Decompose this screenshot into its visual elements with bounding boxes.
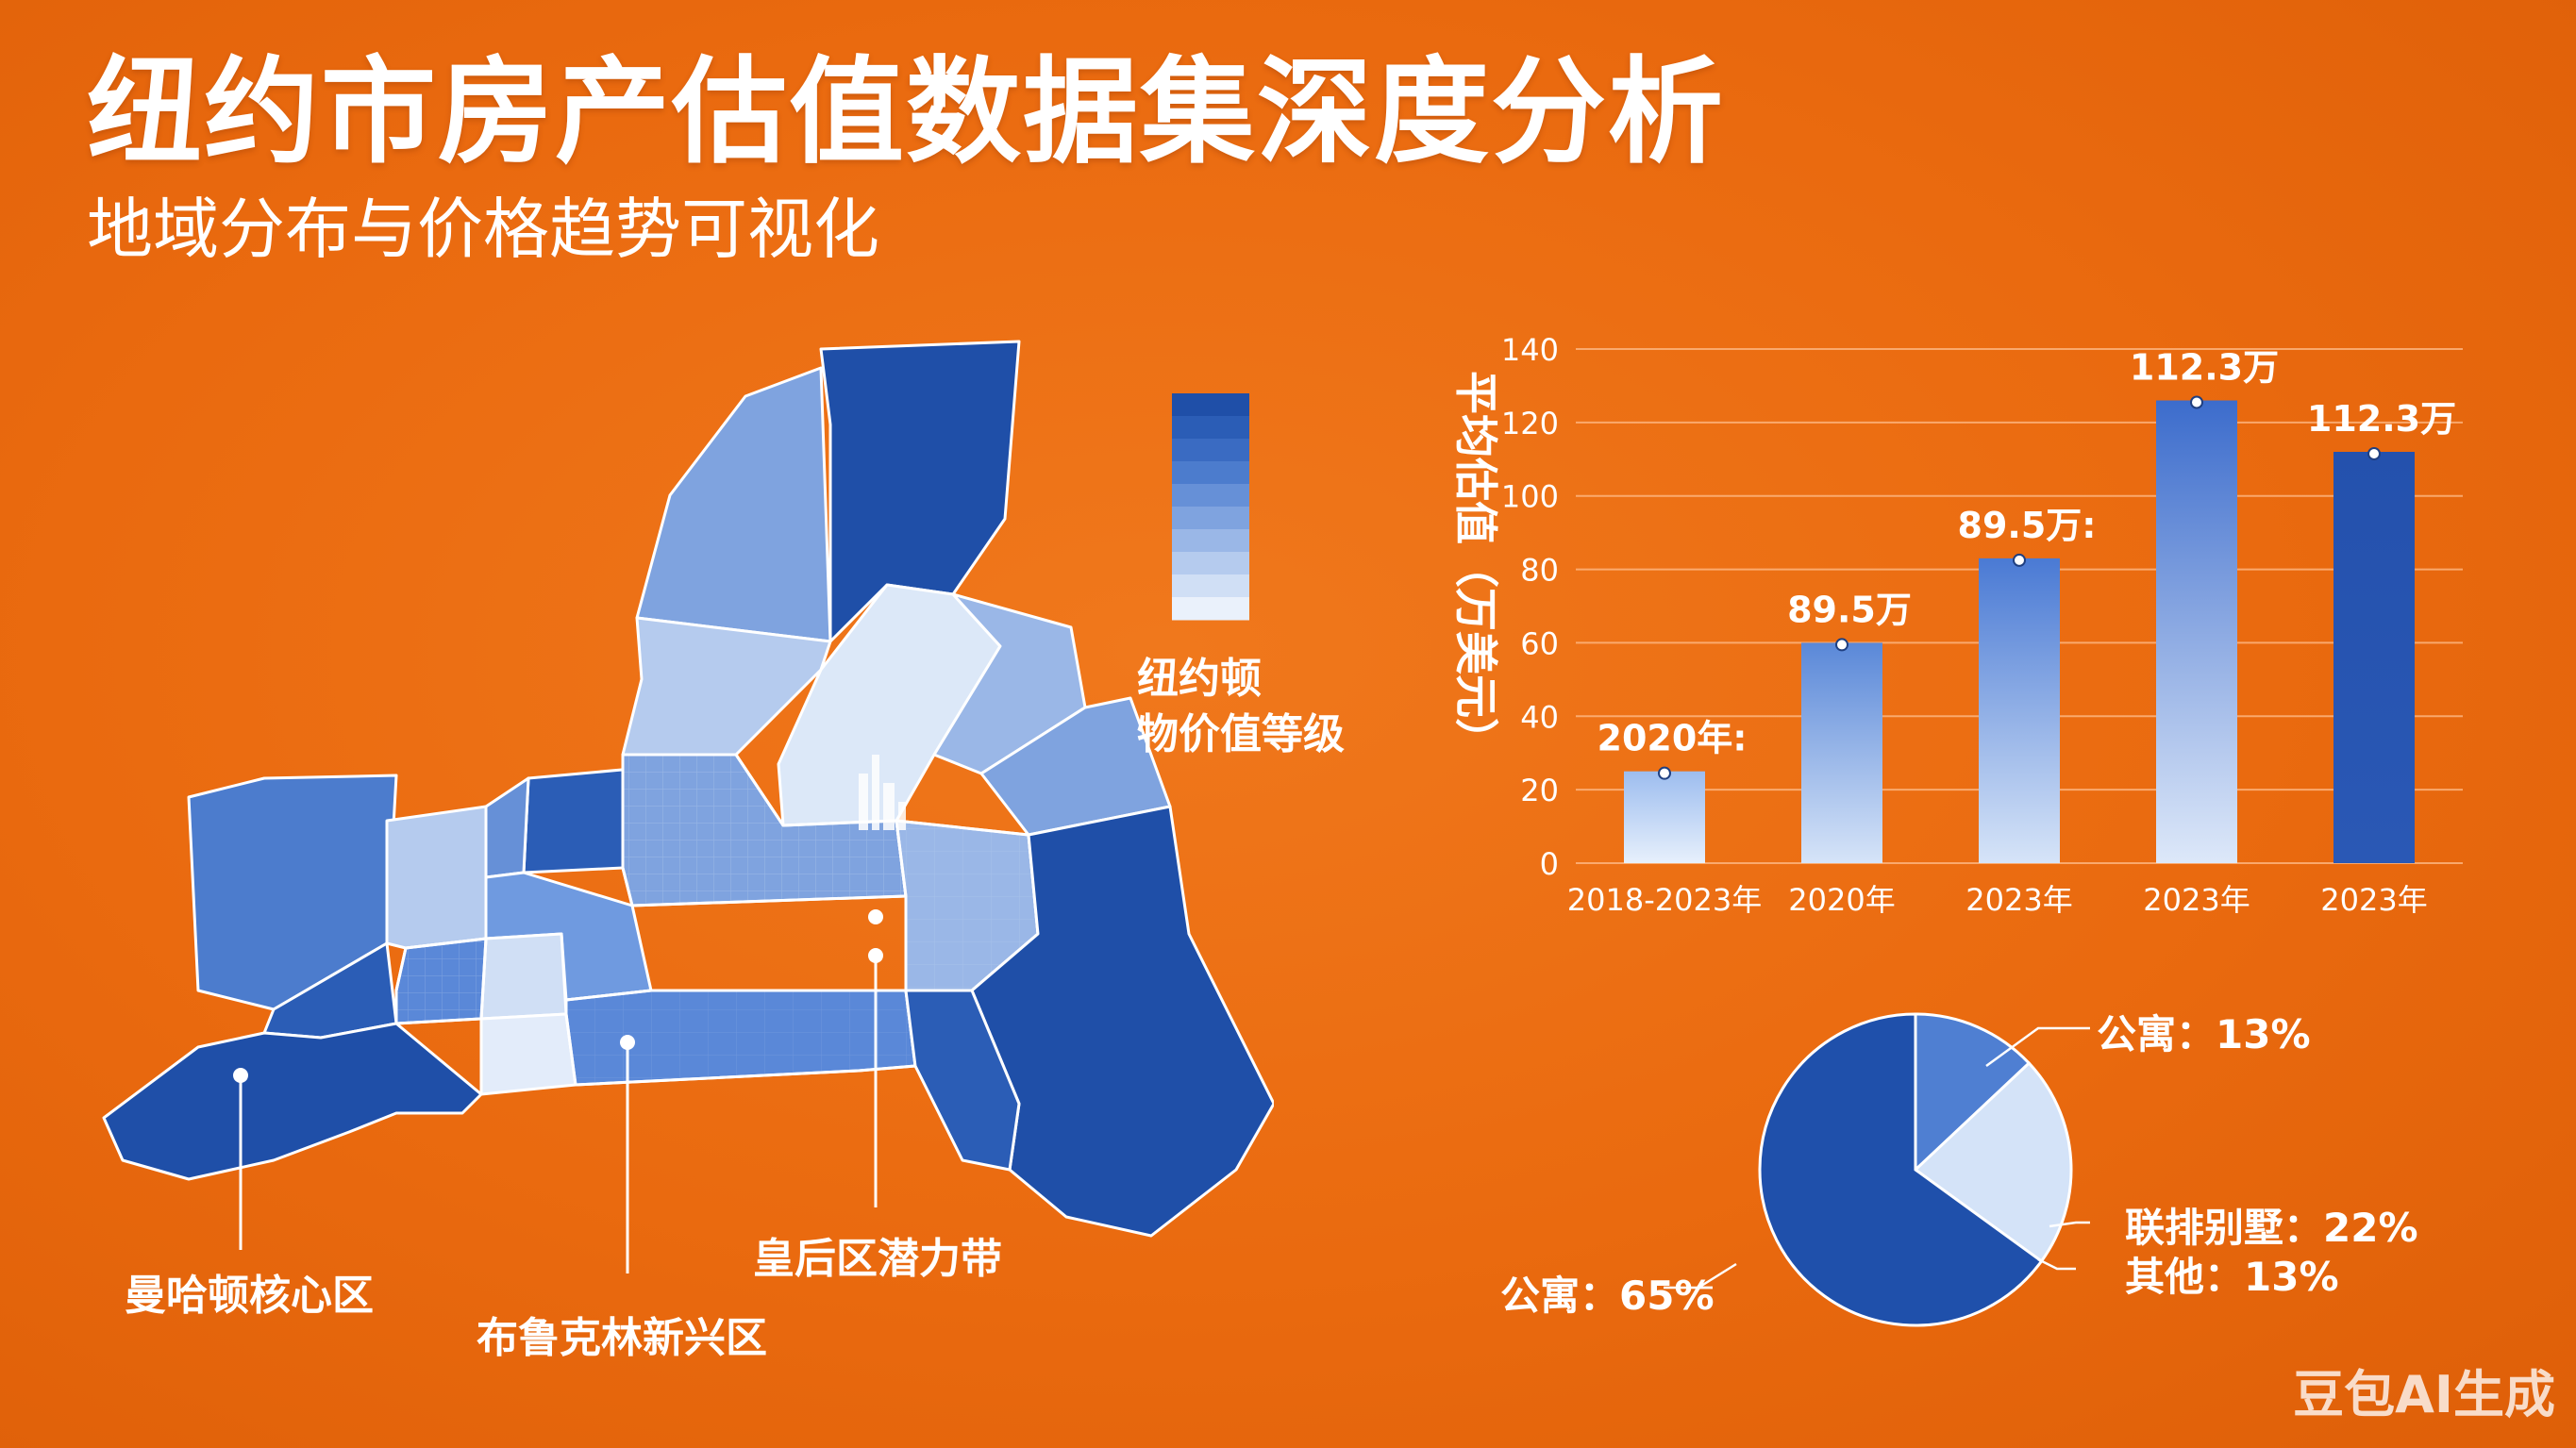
bar [1801,642,1882,863]
y-tick-label: 60 [1520,625,1559,661]
y-tick-label: 100 [1501,479,1559,515]
map-legend-title: 纽约顿 物价值等级 [1137,651,1345,763]
legend-title-line2: 物价值等级 [1137,710,1345,759]
pie-chart [1664,1012,2090,1327]
map-region [484,776,530,879]
color-scale-legend [1172,393,1249,621]
bar-point [1835,638,1848,652]
pie-slices [1758,1012,2073,1327]
bar [1624,771,1705,863]
page-title: 纽约市房产估值数据集深度分析 [87,45,1725,179]
map-regions [102,340,1274,1238]
y-tick-label: 80 [1520,553,1559,589]
bar-marks [1624,395,2415,863]
pie-slice [1913,1060,2073,1264]
map-markers [233,909,883,1273]
bar-x-ticks: 2018-2023年 2020年 2023年 2023年 2023年 [1567,882,2428,918]
bar [2333,452,2415,863]
legend-swatch [1172,597,1249,621]
brooklyn-label: 布鲁克林新兴区 [477,1314,767,1362]
watermark: 豆包AI生成 [2293,1365,2555,1424]
x-tick-label: 2023年 [2320,882,2427,918]
y-tick-label: 0 [1540,846,1559,882]
map-region [522,767,634,874]
map-region [635,366,832,643]
pie-label-apartment-13: 公寓：13% [2097,1011,2311,1057]
pie-label-townhouse-22: 联排别墅：22% [2125,1205,2418,1251]
nyc-map [102,340,1274,1273]
queens-marker-1 [868,909,883,924]
brooklyn-marker [620,1035,635,1050]
pie-slice [1758,1012,2044,1327]
legend-swatch [1172,439,1249,462]
legend-swatch [1172,461,1249,485]
y-tick-label: 140 [1501,332,1559,368]
map-region [479,1012,577,1096]
legend-swatch [1172,552,1249,575]
map-region [102,1022,483,1181]
bar-point [2013,553,2026,567]
manhattan-label: 曼哈顿核心区 [125,1272,374,1320]
pie-label-apartment-65: 公寓：65% [1500,1273,1715,1319]
bar-data-label: 112.3万 [2130,347,2279,389]
pie-label-other-13: 其他：13% [2125,1254,2339,1300]
x-tick-label: 2020年 [1788,882,1895,918]
bar-data-label: 89.5万 [1787,589,1912,630]
queens-label: 皇后区潜力带 [753,1235,1002,1283]
map-region [479,932,568,1021]
y-tick-label: 40 [1520,699,1559,735]
bar [1979,558,2060,863]
x-tick-label: 2023年 [2143,882,2250,918]
map-region [394,937,488,1025]
map-region [564,989,917,1087]
bar-y-ticks: 0 20 40 60 80 100 120 140 [1501,332,1559,882]
map-region [904,989,1021,1172]
legend-swatch [1172,484,1249,508]
bar-data-labels: 2020年: 89.5万 89.5万: 112.3万 112.3万 [1597,347,2457,759]
bar-data-label: 2020年: [1597,718,1748,759]
legend-title-line1: 纽约顿 [1137,655,1262,703]
pie-leader-lines [1664,1026,2090,1290]
legend-swatch [1172,529,1249,553]
page-subtitle: 地域分布与价格趋势可视化 [87,191,879,268]
bar-point [2190,395,2203,409]
legend-swatch [1172,416,1249,440]
legend-swatch [1172,507,1249,530]
y-tick-label: 20 [1520,773,1559,808]
y-axis-label: 平均估值（万美元） [1450,371,1501,761]
map-region [970,805,1274,1238]
bar-point [2367,447,2381,460]
manhattan-marker [233,1068,248,1083]
map-region [385,805,488,950]
bar-data-label: 89.5万: [1958,505,2097,546]
pie-slice [1914,1012,2032,1173]
queens-marker-2 [868,948,883,963]
y-tick-label: 120 [1501,406,1559,441]
legend-swatch [1172,574,1249,598]
legend-swatch [1172,393,1249,417]
bar-point [1658,766,1671,780]
bar-data-label: 112.3万 [2307,398,2456,440]
skyline-graphic [859,755,906,830]
x-tick-label: 2023年 [1965,882,2072,918]
x-tick-label: 2018-2023年 [1567,882,1762,918]
bar [2156,400,2237,863]
